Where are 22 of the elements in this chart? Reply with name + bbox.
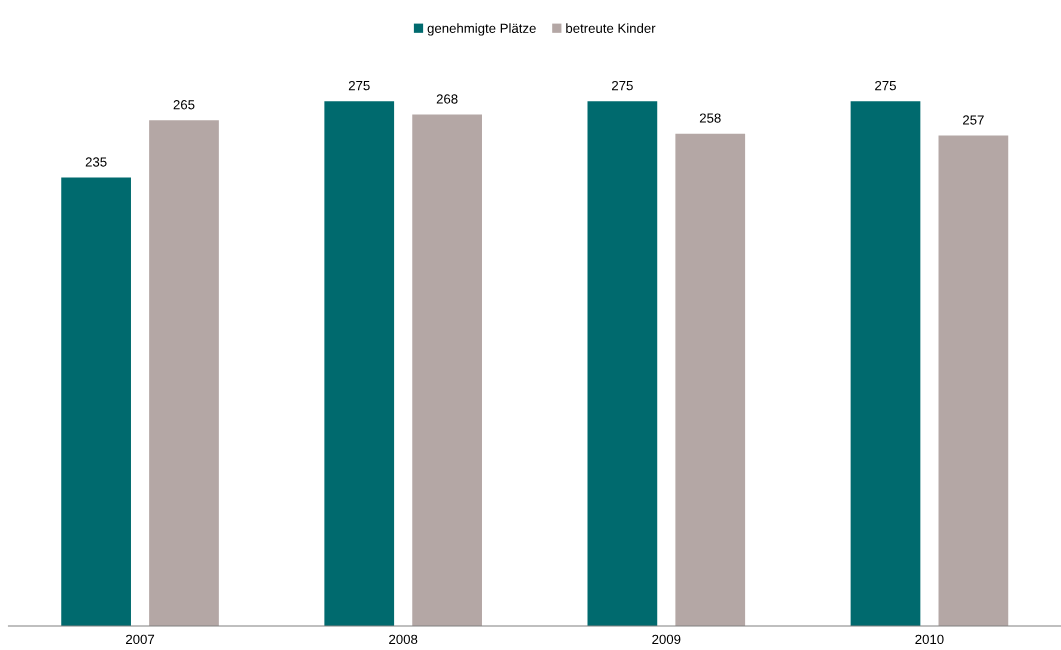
- data-label: 257: [963, 115, 984, 125]
- bar: [61, 177, 131, 626]
- bar: [412, 114, 482, 626]
- x-tick-label: 2007: [126, 634, 155, 645]
- bar: [149, 120, 219, 626]
- bar: [587, 101, 658, 626]
- x-tick-label: 2008: [389, 634, 418, 645]
- x-tick-label: 2010: [915, 634, 944, 645]
- bar: [324, 101, 395, 626]
- x-tick-label: 2009: [652, 634, 681, 645]
- data-label: 275: [612, 80, 633, 91]
- bar: [938, 135, 1009, 626]
- legend-label: betreute Kinder: [566, 23, 656, 33]
- data-label: 268: [436, 94, 458, 104]
- data-label: 265: [173, 100, 195, 110]
- data-label: 275: [875, 80, 896, 91]
- legend-label: genehmigte Plätze: [427, 23, 536, 36]
- data-label: 258: [699, 113, 721, 123]
- bar: [850, 101, 921, 626]
- bar: [675, 133, 746, 626]
- data-label: 275: [348, 80, 370, 91]
- data-label: 235: [85, 157, 107, 167]
